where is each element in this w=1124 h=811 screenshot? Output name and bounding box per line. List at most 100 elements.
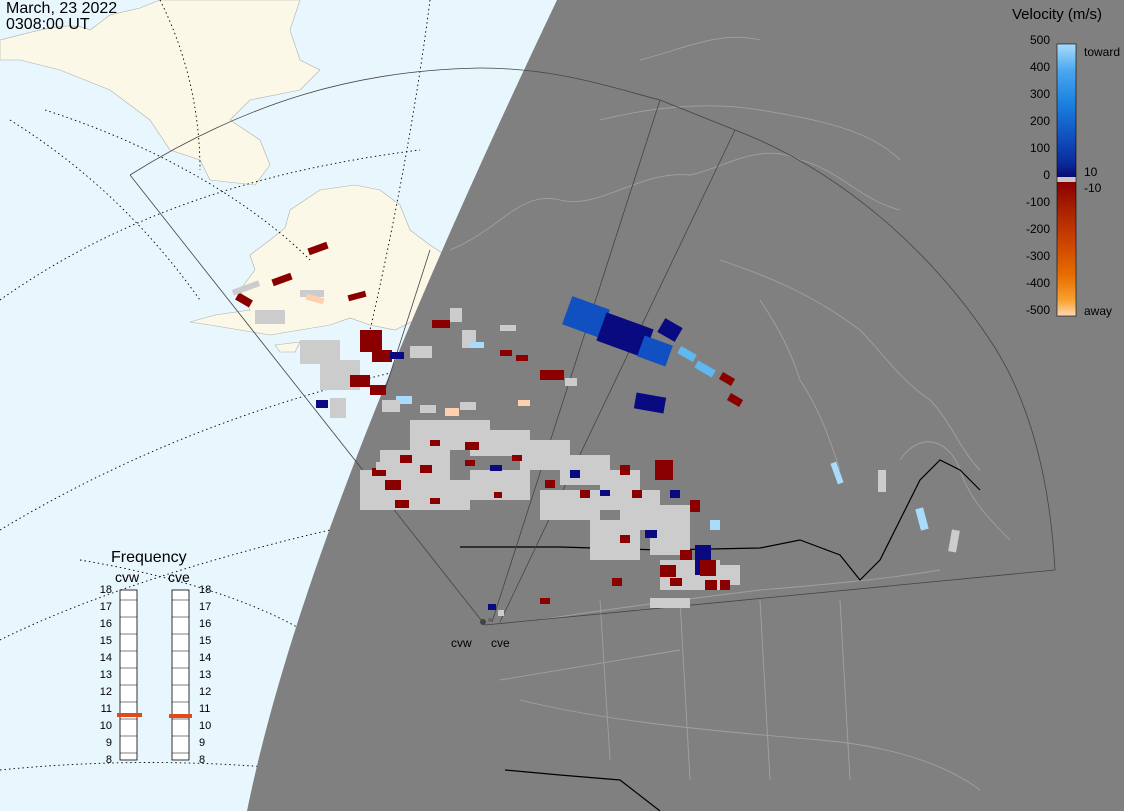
velocity-scatter — [231, 241, 960, 616]
freq-scale-label: 18 — [199, 584, 212, 596]
freq-scale-label: 11 — [100, 703, 112, 715]
radar-markers — [480, 618, 492, 625]
velocity-cell — [915, 507, 929, 531]
velocity-cell — [465, 442, 479, 450]
velocity-cell — [420, 405, 436, 413]
freq-scale-label: 17 — [99, 601, 112, 613]
velocity-cell — [620, 465, 630, 475]
velocity-cell — [565, 378, 577, 386]
velocity-cell — [360, 330, 382, 352]
colorbar-tick: 300 — [1029, 87, 1050, 101]
velocity-cell — [690, 500, 700, 512]
colorbar-tick: -300 — [1025, 249, 1050, 263]
land-boundaries — [449, 36, 1011, 791]
velocity-cell — [830, 461, 844, 485]
velocity-cell — [385, 480, 401, 490]
velocity-cell — [670, 578, 682, 586]
velocity-cell — [372, 350, 392, 362]
velocity-cell — [445, 408, 459, 416]
velocity-cell — [470, 342, 484, 348]
velocity-cell — [580, 490, 590, 498]
radar-label-cve: cve — [491, 636, 510, 650]
freq-scale-label: 15 — [99, 635, 112, 647]
velocity-cell — [382, 400, 400, 412]
velocity-cell — [545, 480, 555, 488]
velocity-cell — [316, 400, 328, 408]
velocity-cell — [498, 610, 504, 616]
velocity-cell — [726, 393, 744, 407]
freq-head-cvw: cvw — [115, 569, 140, 585]
freq-scale-label: 16 — [199, 618, 212, 630]
freq-scale-label: 8 — [105, 754, 112, 766]
freq-scale-label: 9 — [199, 737, 206, 749]
velocity-cell — [700, 560, 716, 576]
velocity-cell — [677, 346, 697, 362]
colorbar-tick: -500 — [1025, 303, 1050, 317]
velocity-cell — [460, 402, 476, 410]
colorbar-away — [1057, 182, 1076, 316]
velocity-cell — [307, 241, 329, 256]
velocity-cell — [633, 392, 667, 414]
freq-scale-label: 10 — [199, 720, 212, 732]
velocity-cell — [396, 396, 412, 404]
radar-marker-cvw — [480, 619, 486, 625]
velocity-cell — [347, 290, 367, 302]
velocity-cell — [670, 490, 680, 498]
velocity-cell — [620, 535, 630, 543]
velocity-cell — [650, 598, 690, 608]
colorbar-neg10-label: -10 — [1084, 181, 1102, 195]
velocity-cell — [255, 310, 285, 324]
velocity-cell — [235, 292, 253, 308]
colorbar-toward-label: toward — [1084, 45, 1121, 59]
date-label: March, 23 2022 — [6, 0, 118, 17]
freq-scale-label: 12 — [99, 686, 112, 698]
velocity-cell — [660, 565, 676, 577]
colorbar-tick: -100 — [1025, 195, 1050, 209]
velocity-cell — [500, 350, 512, 356]
freq-scale-label: 8 — [199, 754, 206, 766]
velocity-cell — [465, 460, 475, 466]
freq-scale-label: 12 — [199, 686, 212, 698]
freq-scale-label: 18 — [99, 584, 112, 596]
colorbar-tick: 0 — [1043, 168, 1050, 182]
velocity-cell — [330, 398, 346, 418]
freq-indicator-cvw — [117, 713, 142, 717]
freq-scale-label: 17 — [199, 601, 212, 613]
velocity-cell — [518, 400, 530, 406]
velocity-cell — [540, 370, 564, 380]
velocity-cell — [720, 580, 730, 590]
freq-scale-label: 15 — [199, 635, 212, 647]
velocity-cell — [516, 355, 528, 361]
velocity-cell — [450, 308, 462, 322]
freq-scale-label: 11 — [199, 703, 211, 715]
velocity-cell — [432, 320, 450, 328]
velocity-cell — [637, 335, 673, 367]
velocity-cell — [410, 346, 432, 358]
colorbar-tick: -200 — [1025, 222, 1050, 236]
colorbar-title: Velocity (m/s) — [1012, 6, 1103, 23]
frequency-bars — [117, 589, 192, 761]
velocity-cell — [395, 500, 409, 508]
colorbar-10-label: 10 — [1084, 165, 1098, 179]
freq-bar-cve — [171, 589, 190, 761]
velocity-cell — [632, 490, 642, 498]
freq-scale-label: 13 — [99, 669, 112, 681]
velocity-cell — [490, 465, 502, 471]
velocity-cell — [305, 293, 325, 305]
colorbar-toward — [1057, 44, 1076, 177]
velocity-cell — [400, 455, 412, 463]
velocity-cell — [878, 470, 886, 492]
velocity-cell — [376, 462, 388, 470]
velocity-colorbar — [1056, 43, 1077, 317]
velocity-cell — [390, 352, 404, 359]
velocity-cell — [350, 375, 370, 387]
velocity-cell — [705, 580, 717, 590]
freq-scale-label: 14 — [99, 652, 112, 664]
time-label: 0308:00 UT — [6, 16, 90, 33]
radar-label-cvw: cvw — [451, 636, 472, 650]
freq-scale-label: 10 — [99, 720, 112, 732]
field-of-view — [129, 67, 1056, 626]
colorbar-away-label: away — [1084, 304, 1113, 318]
velocity-cell — [710, 520, 720, 530]
